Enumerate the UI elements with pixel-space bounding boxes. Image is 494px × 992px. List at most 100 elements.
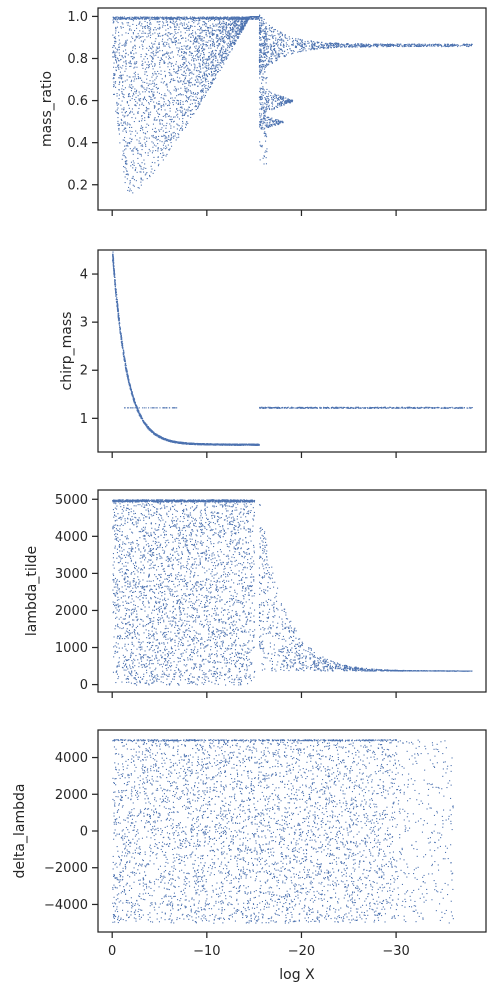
data-point	[152, 68, 154, 70]
data-point	[265, 54, 267, 56]
data-point	[419, 44, 421, 46]
data-point	[166, 86, 168, 88]
data-point	[225, 24, 227, 26]
data-point	[134, 16, 136, 18]
data-point	[135, 18, 137, 20]
data-point	[268, 59, 270, 61]
data-point	[183, 108, 185, 110]
data-point	[170, 137, 172, 139]
data-point	[217, 18, 219, 20]
data-point	[175, 63, 177, 65]
data-point	[151, 45, 153, 47]
data-point	[194, 93, 196, 95]
data-point	[274, 123, 276, 125]
data-point	[273, 48, 275, 50]
data-point	[130, 90, 132, 92]
data-point	[184, 112, 186, 114]
data-point	[316, 45, 318, 47]
data-point	[199, 16, 201, 18]
data-point	[201, 16, 203, 18]
data-point	[132, 23, 134, 25]
data-point	[128, 104, 130, 106]
data-point	[455, 44, 457, 46]
data-point	[396, 43, 398, 45]
data-point	[275, 122, 277, 124]
data-point	[168, 72, 170, 74]
data-point	[255, 17, 257, 19]
data-point	[197, 92, 199, 94]
data-point	[150, 52, 152, 54]
data-point	[151, 135, 153, 137]
data-point	[134, 76, 136, 78]
data-point	[168, 104, 170, 106]
data-point	[191, 16, 193, 18]
data-point	[273, 120, 275, 122]
data-point	[176, 108, 178, 110]
data-point	[141, 127, 143, 129]
data-point	[149, 96, 151, 98]
data-point	[114, 82, 116, 84]
data-point	[166, 139, 168, 141]
data-point	[275, 97, 277, 99]
data-point	[273, 48, 275, 50]
data-point	[259, 44, 261, 46]
data-point	[155, 17, 157, 19]
data-point	[158, 92, 160, 94]
data-point	[117, 107, 119, 109]
data-point	[280, 103, 282, 105]
data-point	[124, 17, 126, 19]
data-point	[152, 142, 154, 144]
data-point	[211, 17, 213, 19]
data-point	[466, 45, 468, 47]
data-point	[333, 46, 335, 48]
data-point	[234, 31, 236, 33]
data-point	[174, 26, 176, 28]
data-point	[164, 34, 166, 36]
data-point	[116, 20, 118, 22]
data-point	[151, 152, 153, 154]
data-point	[321, 41, 323, 43]
data-point	[263, 113, 265, 115]
data-point	[333, 44, 335, 46]
data-point	[127, 173, 129, 175]
data-point	[142, 126, 144, 128]
data-point	[152, 33, 154, 35]
data-point	[184, 19, 186, 21]
data-point	[385, 45, 387, 47]
data-point	[120, 26, 122, 28]
data-point	[235, 16, 237, 18]
data-point	[144, 96, 146, 98]
data-point	[153, 29, 155, 31]
data-point	[279, 36, 281, 38]
data-point	[263, 115, 265, 117]
data-point	[133, 18, 135, 20]
data-point	[121, 111, 123, 113]
data-point	[198, 18, 200, 20]
data-point	[270, 47, 272, 49]
data-point	[204, 30, 206, 32]
data-point	[112, 258, 114, 260]
data-point	[195, 17, 197, 19]
data-point	[142, 48, 144, 50]
data-point	[169, 69, 171, 71]
data-point	[183, 70, 185, 72]
data-point	[301, 41, 303, 43]
data-point	[240, 31, 242, 33]
data-point	[277, 44, 279, 46]
data-point	[161, 141, 163, 143]
data-point	[266, 48, 268, 50]
data-point	[141, 17, 143, 19]
data-point	[163, 103, 165, 105]
data-point	[277, 103, 279, 105]
data-point	[159, 113, 161, 115]
data-point	[138, 18, 140, 20]
data-point	[129, 188, 131, 190]
data-point	[119, 71, 121, 73]
data-point	[197, 97, 199, 99]
data-point	[292, 44, 294, 46]
data-point	[163, 54, 165, 56]
data-point	[260, 39, 262, 41]
data-point	[206, 26, 208, 28]
data-point	[264, 119, 266, 121]
data-point	[168, 136, 170, 138]
